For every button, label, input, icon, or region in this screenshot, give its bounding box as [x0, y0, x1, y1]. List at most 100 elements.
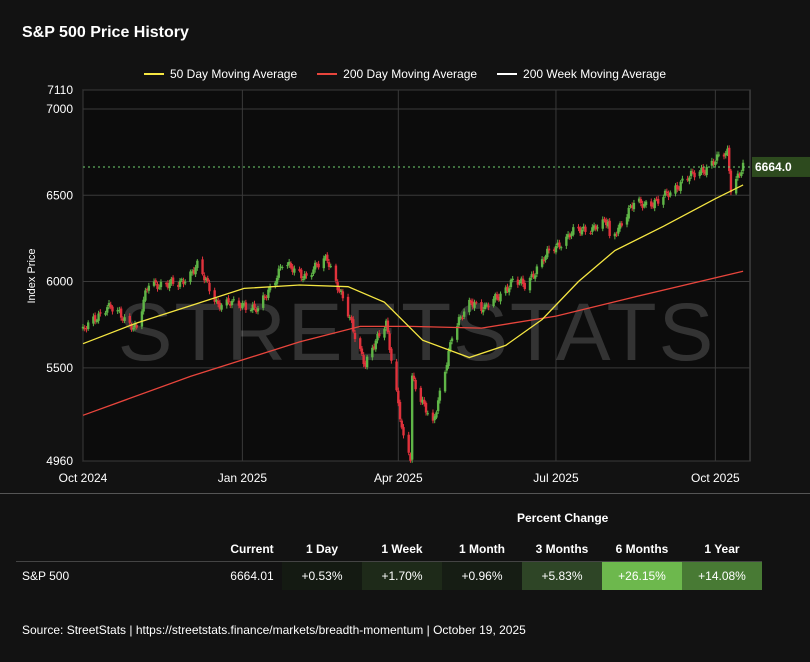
- change-1-week: +1.70%: [362, 561, 442, 590]
- header-1-week: 1 Week: [381, 542, 423, 556]
- candle-body: [383, 328, 386, 338]
- percent-change-title: Percent Change: [517, 511, 609, 525]
- candle-body: [310, 275, 313, 278]
- candle-body: [475, 302, 478, 304]
- header-3-months: 3 Months: [535, 542, 589, 556]
- candle-body: [603, 218, 606, 221]
- candle-body: [93, 315, 97, 322]
- candle-body: [572, 227, 575, 235]
- candle-body: [521, 278, 525, 285]
- candle-body: [281, 266, 284, 268]
- candle-body: [535, 266, 539, 275]
- candle-body: [449, 342, 452, 351]
- candle-body: [279, 266, 282, 268]
- candle-body: [213, 290, 216, 302]
- candle-body: [423, 399, 426, 405]
- candle-body: [152, 281, 156, 286]
- candle-body: [128, 315, 131, 323]
- candle-body: [667, 193, 670, 198]
- candle-body: [249, 310, 253, 312]
- candle-body: [409, 454, 412, 461]
- candle-body: [339, 290, 343, 292]
- candle-body: [265, 296, 268, 298]
- candle-body: [291, 266, 294, 273]
- y-tick-label: 7000: [46, 102, 73, 116]
- candle-body: [469, 300, 473, 303]
- candle-body: [492, 298, 495, 307]
- legend-item-50dma[interactable]: 50 Day Moving Average: [143, 67, 297, 81]
- candle-body: [596, 227, 599, 229]
- candle-body: [145, 289, 149, 291]
- candle-body: [688, 177, 691, 182]
- candle-body: [553, 249, 556, 251]
- candle-body: [237, 300, 241, 306]
- candle-body: [315, 263, 319, 266]
- candle-body: [613, 233, 617, 237]
- candle-body: [135, 325, 138, 328]
- candle-body: [568, 234, 572, 238]
- candle-body: [159, 281, 163, 288]
- change-1-day: +0.53%: [282, 561, 362, 590]
- candle-body: [109, 304, 112, 308]
- candle-body: [170, 278, 173, 284]
- candle-body: [116, 310, 119, 312]
- candle-body: [192, 270, 196, 274]
- candle-body: [546, 248, 549, 258]
- candle-body: [676, 185, 679, 190]
- candle-body: [166, 282, 170, 288]
- candle-body: [589, 232, 592, 234]
- candle-body: [204, 278, 208, 281]
- legend-item-200wma[interactable]: 200 Week Moving Average: [497, 67, 666, 81]
- candle-body: [615, 234, 618, 236]
- x-tick-label: Jul 2025: [533, 471, 579, 485]
- candle-body: [334, 265, 338, 281]
- candle-body: [140, 311, 144, 327]
- candle-body: [261, 295, 265, 308]
- header-current: Current: [230, 542, 274, 556]
- candle-body: [95, 320, 99, 322]
- candle-body: [665, 191, 669, 194]
- candle-body: [218, 302, 222, 309]
- candle-body: [329, 266, 332, 268]
- candle-body: [584, 226, 587, 232]
- legend-item-200dma[interactable]: 200 Day Moving Average: [317, 67, 477, 81]
- candle-body: [220, 305, 223, 310]
- candle-body: [178, 280, 182, 287]
- candle-body: [365, 356, 369, 368]
- candle-body: [641, 203, 644, 208]
- candle-body: [507, 288, 511, 293]
- candle-body: [637, 198, 641, 202]
- candle-body: [485, 304, 488, 306]
- candle-body: [388, 333, 391, 350]
- candle-body: [520, 278, 523, 284]
- candle-body: [286, 265, 289, 267]
- candle-body: [239, 304, 242, 308]
- candle-body: [106, 307, 109, 313]
- candle-body: [251, 304, 254, 311]
- candle-body: [443, 371, 447, 392]
- candle-body: [83, 328, 86, 330]
- candle-body: [407, 434, 410, 453]
- candle-body: [601, 219, 604, 229]
- candle-body: [130, 324, 133, 330]
- candle-body: [717, 154, 721, 156]
- candle-body: [639, 199, 643, 204]
- candle-body: [156, 283, 159, 289]
- candle-body: [618, 223, 622, 229]
- row-current: 6664.01: [222, 561, 282, 590]
- candle-body: [483, 304, 487, 309]
- candle-body: [702, 167, 705, 173]
- candle-body: [85, 328, 88, 330]
- candle-body: [579, 227, 582, 234]
- candle-body: [227, 298, 230, 303]
- chart-title: S&P 500 Price History: [22, 24, 189, 41]
- candle-body: [119, 308, 123, 318]
- y-tick-label: 7110: [47, 83, 73, 97]
- candle-body: [592, 225, 596, 229]
- candle-body: [256, 308, 260, 312]
- table-header-row: Current 1 Day 1 Week 1 Month 3 Months 6 …: [16, 537, 762, 562]
- price-chart[interactable]: 7110 7000 6500 6000 5500 4960 Oct 2024 Jan 2025…: [0, 0, 810, 495]
- performance-table: Current 1 Day 1 Week 1 Month 3 Months 6 …: [16, 537, 762, 590]
- candle-body: [298, 269, 301, 271]
- candle-body: [293, 268, 296, 273]
